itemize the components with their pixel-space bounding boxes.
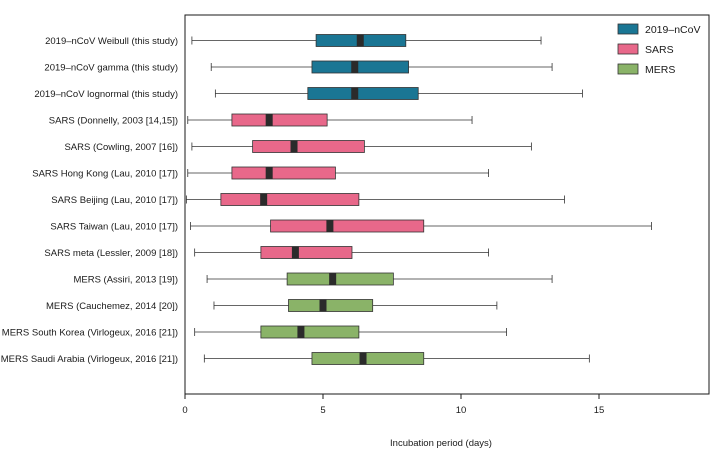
median-marker xyxy=(351,87,359,100)
iqr-box xyxy=(270,219,425,233)
boxes-layer xyxy=(185,34,652,365)
iqr-box xyxy=(307,87,419,100)
x-axis-ticks-layer: 0 5 10 15 xyxy=(182,394,604,416)
legend-swatch xyxy=(617,63,639,75)
category-label: SARS (Cowling, 2007 [16]) xyxy=(64,142,178,153)
category-label: MERS (Cauchemez, 2014 [20]) xyxy=(46,301,178,312)
iqr-box xyxy=(286,272,394,286)
iqr-box xyxy=(220,193,360,206)
median-marker xyxy=(351,61,359,73)
category-label: SARS Hong Kong (Lau, 2010 [17]) xyxy=(32,169,178,180)
iqr-box xyxy=(260,246,353,259)
median-marker xyxy=(291,246,299,259)
legend: 2019–nCoV SARS MERS xyxy=(617,23,700,76)
iqr-box xyxy=(252,140,365,153)
median-marker xyxy=(326,220,334,232)
legend-label: 2019–nCoV xyxy=(645,24,700,36)
category-label: MERS South Korea (Virlogeux, 2016 [21]) xyxy=(2,328,178,339)
median-marker xyxy=(359,352,367,365)
category-labels-layer: 2019–nCoV Weibull (this study) 2019–nCoV … xyxy=(1,36,178,365)
x-tick-label: 10 xyxy=(456,405,467,416)
category-label: SARS meta (Lessler, 2009 [18]) xyxy=(44,248,178,259)
median-marker xyxy=(297,326,305,338)
plot-frame xyxy=(184,14,710,395)
median-marker xyxy=(290,140,298,153)
iqr-box xyxy=(311,352,425,365)
x-tick-label: 15 xyxy=(594,405,605,416)
median-marker xyxy=(265,167,273,179)
category-label: MERS Saudi Arabia (Virlogeux, 2016 [21]) xyxy=(1,354,178,365)
category-label: 2019–nCoV gamma (this study) xyxy=(44,63,178,74)
category-label: MERS (Assiri, 2013 [19]) xyxy=(73,275,178,286)
legend-swatch xyxy=(617,43,639,55)
iqr-box xyxy=(288,299,374,312)
category-label: 2019–nCoV lognormal (this study) xyxy=(34,89,178,100)
category-label: SARS (Donnelly, 2003 [14,15]) xyxy=(49,116,178,127)
x-tick-label: 0 xyxy=(182,405,187,416)
median-marker xyxy=(319,299,327,312)
category-label: 2019–nCoV Weibull (this study) xyxy=(45,36,178,47)
iqr-box xyxy=(311,60,409,74)
iqr-box xyxy=(231,113,328,127)
median-marker xyxy=(260,193,268,206)
median-marker xyxy=(265,114,273,126)
category-label: SARS Beijing (Lau, 2010 [17]) xyxy=(51,195,178,206)
median-marker xyxy=(356,34,364,47)
median-marker xyxy=(329,273,337,285)
iqr-box xyxy=(260,325,360,339)
category-label: SARS Taiwan (Lau, 2010 [17]) xyxy=(50,222,178,233)
legend-label: SARS xyxy=(645,44,674,56)
iqr-box xyxy=(231,166,336,180)
x-tick-label: 5 xyxy=(320,405,325,416)
legend-swatch xyxy=(617,23,639,35)
x-axis-title: Incubation period (days) xyxy=(390,438,492,449)
legend-label: MERS xyxy=(645,64,675,76)
